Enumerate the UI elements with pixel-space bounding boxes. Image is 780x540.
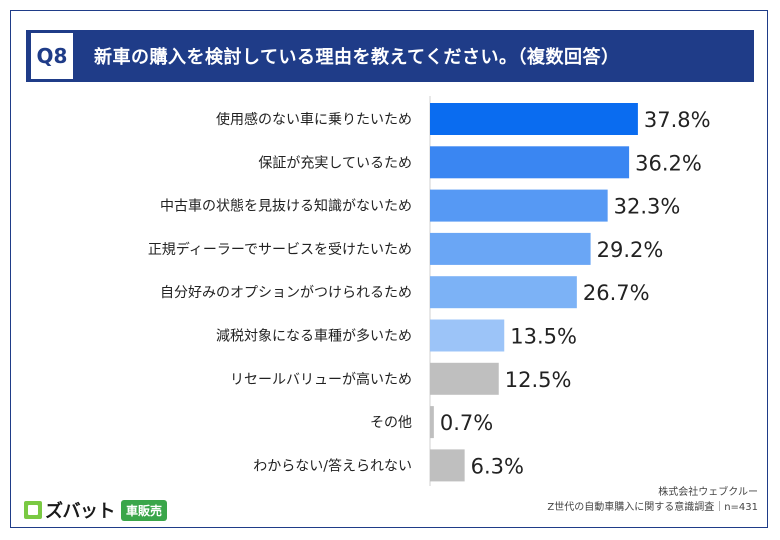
value-label: 32.3% [614, 195, 681, 219]
value-label: 6.3% [471, 454, 524, 478]
source-note: 株式会社ウェブクルー Z世代の自動車購入に関する意識調査｜n=431 [547, 485, 758, 515]
category-label: 減税対象になる車種が多いため [216, 328, 412, 345]
category-label: 使用感のない車に乗りたいため [216, 111, 412, 128]
value-label: 13.5% [510, 325, 577, 349]
category-label: わからない/答えられない [253, 457, 412, 474]
question-number-badge: Q8 [28, 30, 76, 82]
bar-group: 使用感のない車に乗りたいため 37.8% 保証が充実しているため 36.2% 中古車の状… [148, 103, 711, 482]
bar [430, 189, 608, 222]
logo-badge: 車販売 [121, 499, 168, 521]
logo-brand-text: ズバット [45, 501, 116, 522]
question-title: 新車の購入を検討している理由を教えてください。（複数回答） [94, 47, 620, 68]
category-label: リセールバリューが高いため [230, 371, 412, 388]
bar [430, 103, 638, 135]
bar [430, 276, 577, 309]
value-label: 0.7% [440, 411, 493, 435]
value-label: 37.8% [644, 108, 711, 132]
source-company: 株式会社ウェブクルー [658, 487, 758, 498]
bar [430, 146, 630, 179]
chart-frame [10, 10, 768, 528]
question-header: Q8 新車の購入を検討している理由を教えてください。（複数回答） [26, 30, 754, 82]
category-label: 自分好みのオプションがつけられるため [160, 285, 412, 301]
value-label: 36.2% [635, 151, 702, 175]
category-label: 正規ディーラーでサービスを受けたいため [148, 241, 412, 258]
zubat-logo-icon [24, 501, 42, 519]
value-label: 29.2% [597, 238, 664, 262]
value-label: 26.7% [583, 281, 650, 305]
bar [430, 362, 499, 395]
category-label: 保証が充実しているため [258, 155, 412, 171]
zubat-logo: ズバット 車販売 [24, 497, 168, 523]
category-label: 中古車の状態を見抜ける知識がないため [160, 198, 412, 215]
bar [430, 319, 505, 352]
category-label: その他 [370, 415, 412, 431]
bar [430, 449, 465, 482]
bar [430, 232, 591, 265]
bar [430, 406, 434, 439]
source-survey: Z世代の自動車購入に関する意識調査｜n=431 [547, 502, 758, 513]
value-label: 12.5% [505, 368, 572, 392]
